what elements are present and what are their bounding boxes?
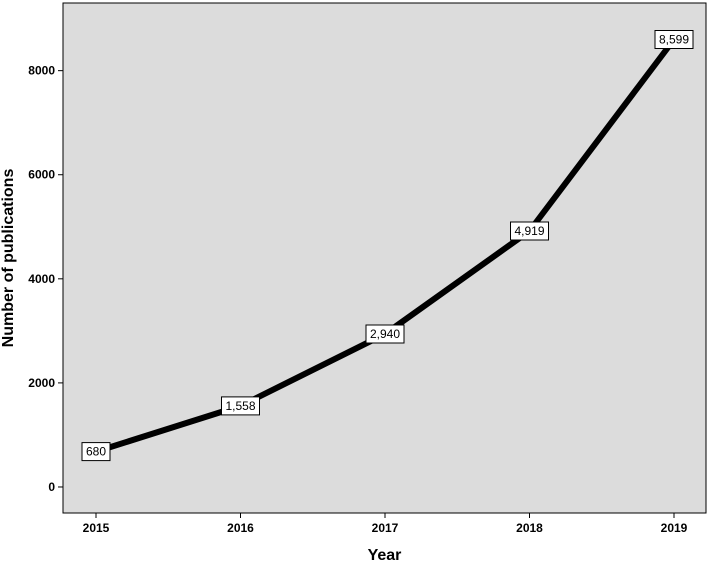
data-label-text: 1,558 [225, 399, 255, 413]
plot-area [62, 2, 707, 514]
x-axis: 2015 2016 2017 2018 2019 [83, 513, 688, 535]
x-tick-label-2015: 2015 [83, 521, 110, 535]
data-label-2018: 4,919 [510, 221, 549, 241]
data-labels: 680 1,558 2,940 4,919 8,599 [81, 30, 694, 462]
data-label-2017: 2,940 [365, 324, 405, 344]
data-label-2019: 8,599 [654, 30, 694, 49]
y-axis: 0 2000 4000 6000 8000 [28, 64, 63, 494]
data-label-box [365, 324, 405, 344]
data-label-text: 8,599 [659, 32, 689, 46]
data-label-box [510, 221, 549, 241]
y-tick-label-8000: 8000 [28, 64, 55, 78]
y-tick-label-6000: 6000 [28, 168, 55, 182]
data-label-2016: 1,558 [221, 396, 260, 416]
data-label-box [654, 30, 694, 49]
y-tick-label-4000: 4000 [28, 272, 55, 286]
data-label-2015: 680 [81, 442, 111, 462]
x-tick-label-2017: 2017 [372, 521, 399, 535]
data-label-text: 2,940 [370, 327, 400, 341]
x-tick-label-2018: 2018 [516, 521, 543, 535]
x-tick-label-2019: 2019 [661, 521, 688, 535]
data-label-box [81, 442, 111, 462]
data-label-box [221, 396, 260, 416]
data-label-text: 4,919 [514, 224, 544, 238]
y-tick-label-0: 0 [48, 480, 55, 494]
y-axis-title: Number of publications [0, 169, 17, 348]
x-axis-title: Year [368, 547, 402, 564]
x-tick-label-2016: 2016 [227, 521, 254, 535]
y-tick-label-2000: 2000 [28, 376, 55, 390]
data-label-text: 680 [86, 445, 106, 459]
